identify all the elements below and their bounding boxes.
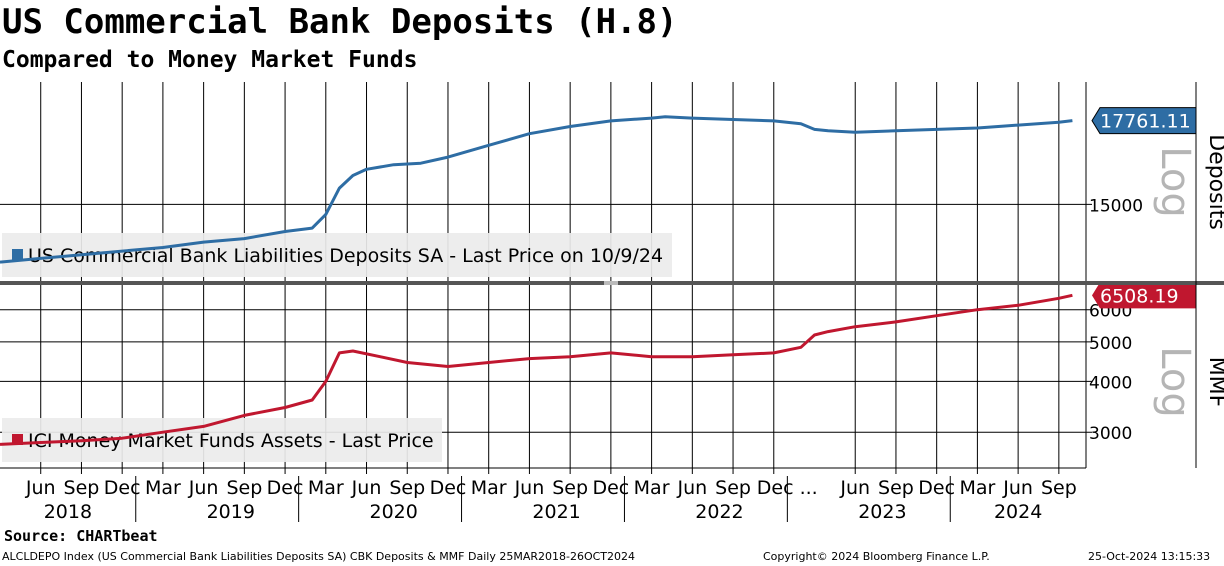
y-axis-title: MMF (1204, 357, 1224, 408)
x-tick-label: Sep (552, 477, 588, 499)
x-tick-label: Dec (104, 477, 141, 499)
x-tick-label: Jun (351, 477, 382, 499)
x-tick-label: Dec (267, 477, 304, 499)
x-tick-label: Dec (918, 477, 955, 499)
x-tick-label: Sep (226, 477, 262, 499)
x-tick-label: Sep (389, 477, 425, 499)
y-tick-label: 4000 (1089, 373, 1132, 393)
x-tick-label: Dec (592, 477, 629, 499)
x-tick-label: Jun (514, 477, 545, 499)
y-tick-label: 5000 (1089, 334, 1132, 354)
log-scale-label: Log (1152, 346, 1198, 417)
legend-swatch (12, 249, 23, 260)
panel-deposits: 15000 US Commercial Bank Liabilities Depo… (0, 115, 1224, 277)
y-tick-label: 15000 (1089, 196, 1143, 216)
last-value-badge (1092, 282, 1196, 309)
x-year-label: 2018 (44, 501, 92, 523)
chart-subtitle: Compared to Money Market Funds (2, 47, 418, 73)
x-tick-label: Mar (634, 477, 670, 499)
x-tick-label: Sep (715, 477, 751, 499)
footer-timestamp: 25-Oct-2024 13:15:33 (1088, 550, 1211, 563)
x-tick-label: Sep (878, 477, 914, 499)
legend-label: ICI Money Market Funds Assets - Last Pri… (28, 430, 434, 452)
x-tick-label: Dec (430, 477, 467, 499)
last-value-label: 17761.11 (1100, 111, 1191, 133)
last-value-tag-mmf: 6508.19 (1092, 282, 1196, 309)
x-tick-label: Jun (25, 477, 56, 499)
chart-title: US Commercial Bank Deposits (H.8) (2, 2, 678, 42)
x-tick-label: Jun (1002, 477, 1033, 499)
x-axis: Jun Sep Dec Mar Jun Sep Dec Mar Jun Sep Dec Mar Jun S… (25, 468, 1077, 523)
x-year-label: 2024 (994, 501, 1042, 523)
y-axis-title: Deposits (1204, 134, 1224, 230)
x-tick-label: Sep (1041, 477, 1077, 499)
x-year-label: 2020 (369, 501, 417, 523)
x-tick-label: Mar (471, 477, 507, 499)
x-tick-label: Jun (839, 477, 870, 499)
last-value-tag-deposits: 17761.11 (1091, 107, 1197, 135)
x-tick-label: Jun (676, 477, 707, 499)
last-value-label: 6508.19 (1100, 285, 1179, 307)
x-year-label: 2021 (532, 501, 580, 523)
footer-copyright: Copyright© 2024 Bloomberg Finance L.P. (763, 550, 990, 563)
x-tick-label: Mar (308, 477, 344, 499)
panel-divider-handle (604, 281, 618, 285)
x-tick-label: Jun (188, 477, 219, 499)
footer-description: ALCLDEPO Index (US Commercial Bank Liabi… (2, 550, 635, 563)
legend-box (2, 233, 672, 277)
x-tick-label: Sep (64, 477, 100, 499)
x-year-label: 2019 (207, 501, 255, 523)
x-year-label: 2022 (695, 501, 743, 523)
source-label: Source: CHARTbeat (4, 527, 158, 545)
legend-swatch (12, 434, 23, 445)
x-tick-label: Mar (959, 477, 995, 499)
x-year-label: 2023 (858, 501, 906, 523)
legend-label: US Commercial Bank Liabilities Deposits … (28, 245, 663, 267)
y-tick-label: 3000 (1089, 424, 1132, 444)
log-scale-label: Log (1152, 146, 1198, 217)
x-tick-label: Mar (145, 477, 181, 499)
